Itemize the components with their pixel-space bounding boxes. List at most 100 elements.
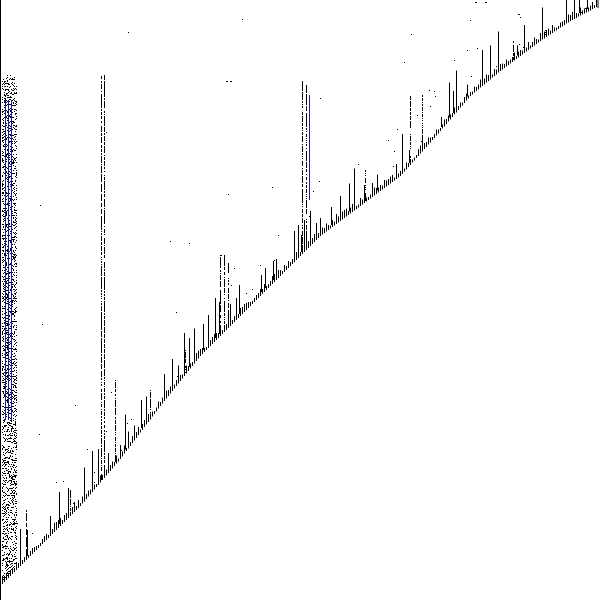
nonzero-entry <box>101 130 102 131</box>
nonzero-entry <box>306 94 307 95</box>
nonzero-entry <box>104 403 105 404</box>
nonzero-entry <box>4 81 5 82</box>
nonzero-entry <box>2 337 3 338</box>
nonzero-entry <box>228 297 229 298</box>
nonzero-entry <box>2 545 3 546</box>
nonzero-entry <box>4 372 5 373</box>
nonzero-entry <box>9 278 10 279</box>
nonzero-entry <box>302 198 303 199</box>
nonzero-entry <box>2 138 3 139</box>
nonzero-entry <box>104 251 105 252</box>
nonzero-entry <box>15 88 16 89</box>
nonzero-entry <box>5 484 6 485</box>
nonzero-entry <box>16 213 17 214</box>
nonzero-entry <box>224 268 225 269</box>
nonzero-entry <box>220 327 221 328</box>
nonzero-entry <box>302 84 303 85</box>
nonzero-entry <box>2 382 3 383</box>
nonzero-entry <box>104 366 105 367</box>
nonzero-entry <box>306 117 307 118</box>
nonzero-entry <box>26 551 27 552</box>
nonzero-entry <box>2 373 3 374</box>
nonzero-entry <box>104 222 105 223</box>
nonzero-entry <box>523 47 524 48</box>
nonzero-entry <box>7 278 8 279</box>
nonzero-entry <box>115 423 116 424</box>
nonzero-entry <box>3 531 4 532</box>
nonzero-entry <box>7 203 8 204</box>
nonzero-entry <box>10 552 11 553</box>
nonzero-entry <box>10 282 11 283</box>
nonzero-entry <box>185 362 186 363</box>
nonzero-entry <box>3 513 4 514</box>
nonzero-entry <box>220 276 221 277</box>
nonzero-entry <box>4 395 5 396</box>
nonzero-entry <box>422 104 423 105</box>
nonzero-entry <box>3 134 4 135</box>
nonzero-entry <box>13 183 14 184</box>
nonzero-entry <box>101 317 102 318</box>
nonzero-entry <box>6 214 7 215</box>
nonzero-entry <box>302 178 303 179</box>
nonzero-entry <box>104 377 105 378</box>
nonzero-entry <box>13 460 14 461</box>
nonzero-entry <box>513 45 514 46</box>
nonzero-entry <box>15 385 16 386</box>
nonzero-entry <box>224 310 225 311</box>
nonzero-entry <box>11 97 12 98</box>
nonzero-entry <box>14 187 15 188</box>
nonzero-entry <box>6 192 7 193</box>
nonzero-entry <box>3 523 4 524</box>
nonzero-entry <box>14 191 15 192</box>
nonzero-entry <box>10 451 11 452</box>
nonzero-entry <box>224 321 225 322</box>
nonzero-entry <box>8 435 9 436</box>
nonzero-entry <box>101 354 102 355</box>
nonzero-entry <box>16 460 17 461</box>
nonzero-entry <box>12 536 13 537</box>
nonzero-entry <box>7 297 8 298</box>
nonzero-entry <box>302 82 303 83</box>
nonzero-entry <box>115 389 116 390</box>
nonzero-entry <box>4 431 5 432</box>
nonzero-entry <box>15 103 16 104</box>
nonzero-entry <box>9 159 10 160</box>
nonzero-entry <box>101 449 102 450</box>
nonzero-entry <box>104 167 105 168</box>
nonzero-entry <box>14 336 15 337</box>
nonzero-entry <box>220 266 221 267</box>
nonzero-entry <box>104 226 105 227</box>
nonzero-entry <box>306 231 307 232</box>
nonzero-entry <box>104 104 105 105</box>
nonzero-entry <box>8 565 9 566</box>
nonzero-entry <box>220 328 221 329</box>
nonzero-entry <box>12 406 13 407</box>
nonzero-entry <box>13 300 14 301</box>
nonzero-entry <box>13 384 14 385</box>
nonzero-entry <box>513 53 514 54</box>
nonzero-entry <box>15 329 16 330</box>
nonzero-entry <box>306 87 307 88</box>
nonzero-entry <box>115 442 116 443</box>
nonzero-entry <box>7 407 8 408</box>
nonzero-entry <box>16 141 17 142</box>
nonzero-entry <box>12 507 13 508</box>
nonzero-entry <box>520 17 521 18</box>
nonzero-entry <box>104 370 105 371</box>
nonzero-entry <box>101 78 102 79</box>
nonzero-entry <box>10 149 11 150</box>
nonzero-entry <box>101 243 102 244</box>
nonzero-entry <box>101 361 102 362</box>
nonzero-entry <box>111 392 112 393</box>
nonzero-entry <box>302 222 303 223</box>
nonzero-entry <box>3 162 4 163</box>
nonzero-entry <box>101 334 102 335</box>
nonzero-entry <box>16 409 17 410</box>
nonzero-entry <box>14 443 15 444</box>
nonzero-entry <box>6 376 7 377</box>
nonzero-entry <box>4 357 5 358</box>
nonzero-entry <box>2 229 3 230</box>
nonzero-entry <box>8 92 9 93</box>
nonzero-entry <box>150 409 151 410</box>
nonzero-entry <box>224 258 225 259</box>
